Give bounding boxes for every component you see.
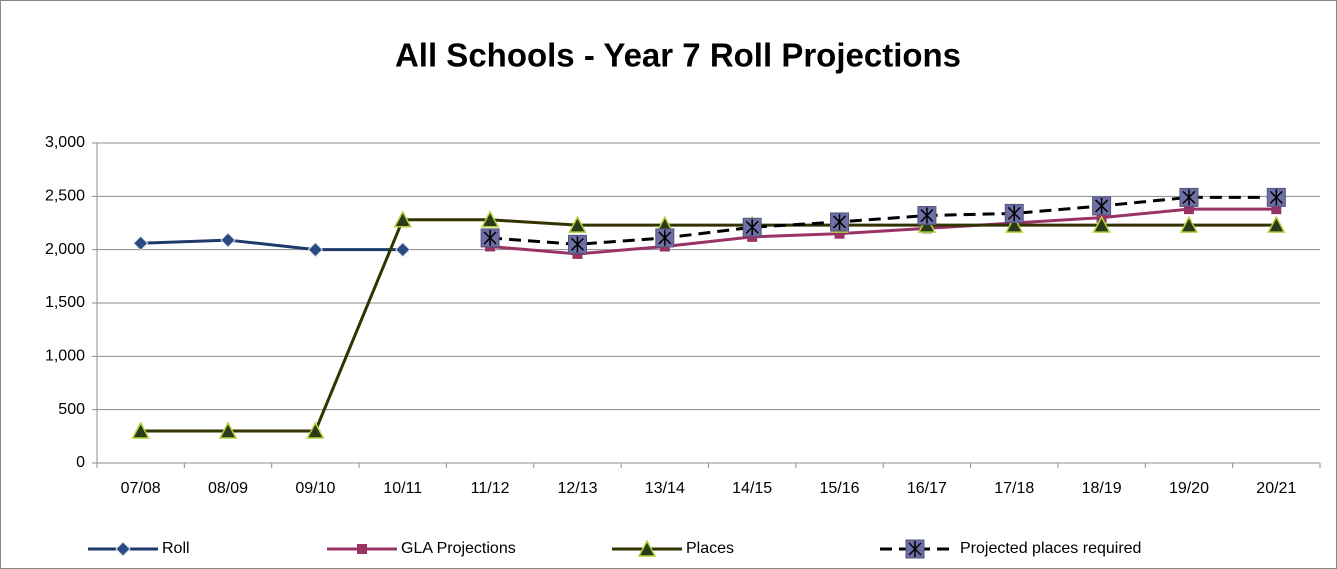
marker [395, 241, 411, 258]
y-tick-label: 2,000 [45, 241, 85, 258]
marker [568, 215, 587, 233]
x-tick-label: 13/14 [645, 480, 685, 497]
marker [637, 539, 657, 557]
marker-star [920, 207, 934, 224]
marker [393, 210, 412, 228]
marker [1005, 215, 1024, 233]
legend-label: Projected places required [960, 540, 1141, 557]
series-line [489, 195, 1277, 246]
x-tick-label: 11/12 [471, 480, 510, 497]
marker [834, 228, 845, 239]
marker [1271, 204, 1282, 215]
series-line [140, 238, 403, 252]
x-tick-label: 18/19 [1082, 480, 1122, 497]
marker-star [1095, 197, 1109, 214]
marker [1179, 215, 1199, 233]
marker [357, 544, 367, 554]
marker [1266, 187, 1286, 207]
marker-star [570, 236, 584, 253]
marker [115, 541, 131, 557]
marker [572, 248, 583, 259]
x-tick-label: 19/20 [1169, 480, 1209, 497]
marker-star [1269, 189, 1283, 206]
y-tick-label: 500 [58, 401, 85, 418]
marker [917, 206, 937, 226]
x-tick-label: 10/11 [383, 480, 422, 497]
x-tick-label: 20/21 [1256, 480, 1296, 497]
marker [1267, 215, 1286, 233]
marker [1092, 215, 1111, 233]
marker [742, 217, 762, 237]
x-tick-label: 15/16 [820, 480, 860, 497]
marker-star [483, 229, 497, 246]
marker [905, 539, 925, 559]
marker [830, 212, 850, 232]
marker [218, 421, 238, 439]
marker [131, 421, 150, 439]
marker-star [658, 229, 672, 246]
series-line [140, 218, 1277, 433]
x-tick-label: 08/09 [208, 480, 248, 497]
y-tick-label: 3,000 [45, 134, 85, 151]
x-tick-label: 16/17 [907, 480, 947, 497]
marker [480, 210, 500, 228]
marker [132, 235, 149, 251]
y-tick-label: 0 [76, 454, 85, 471]
marker [655, 228, 675, 248]
marker [1092, 196, 1112, 216]
y-tick-label: 1,000 [45, 348, 85, 365]
marker [1004, 203, 1024, 223]
marker-star [1182, 189, 1196, 206]
y-tick-label: 1,500 [45, 294, 85, 311]
x-tick-label: 14/15 [732, 480, 772, 497]
legend-label: Places [686, 540, 734, 557]
marker-star [745, 219, 759, 236]
marker [307, 241, 324, 258]
legend-label: GLA Projections [401, 540, 516, 557]
x-tick-label: 12/13 [557, 480, 597, 497]
y-tick-label: 2,500 [45, 188, 85, 205]
legend-label: Roll [162, 540, 190, 557]
series-line [489, 207, 1277, 256]
x-tick-label: 07/08 [121, 480, 161, 497]
marker-star [908, 541, 922, 557]
marker [220, 232, 236, 248]
marker [1179, 187, 1199, 207]
marker [747, 231, 758, 242]
marker [567, 234, 587, 254]
x-tick-label: 09/10 [295, 480, 335, 497]
marker [480, 228, 500, 248]
marker-star [1007, 205, 1021, 222]
chart-title: All Schools - Year 7 Roll Projections [395, 37, 961, 74]
marker-star [833, 213, 847, 230]
marker [1183, 204, 1194, 215]
marker [306, 421, 325, 439]
x-tick-label: 17/18 [994, 480, 1034, 497]
